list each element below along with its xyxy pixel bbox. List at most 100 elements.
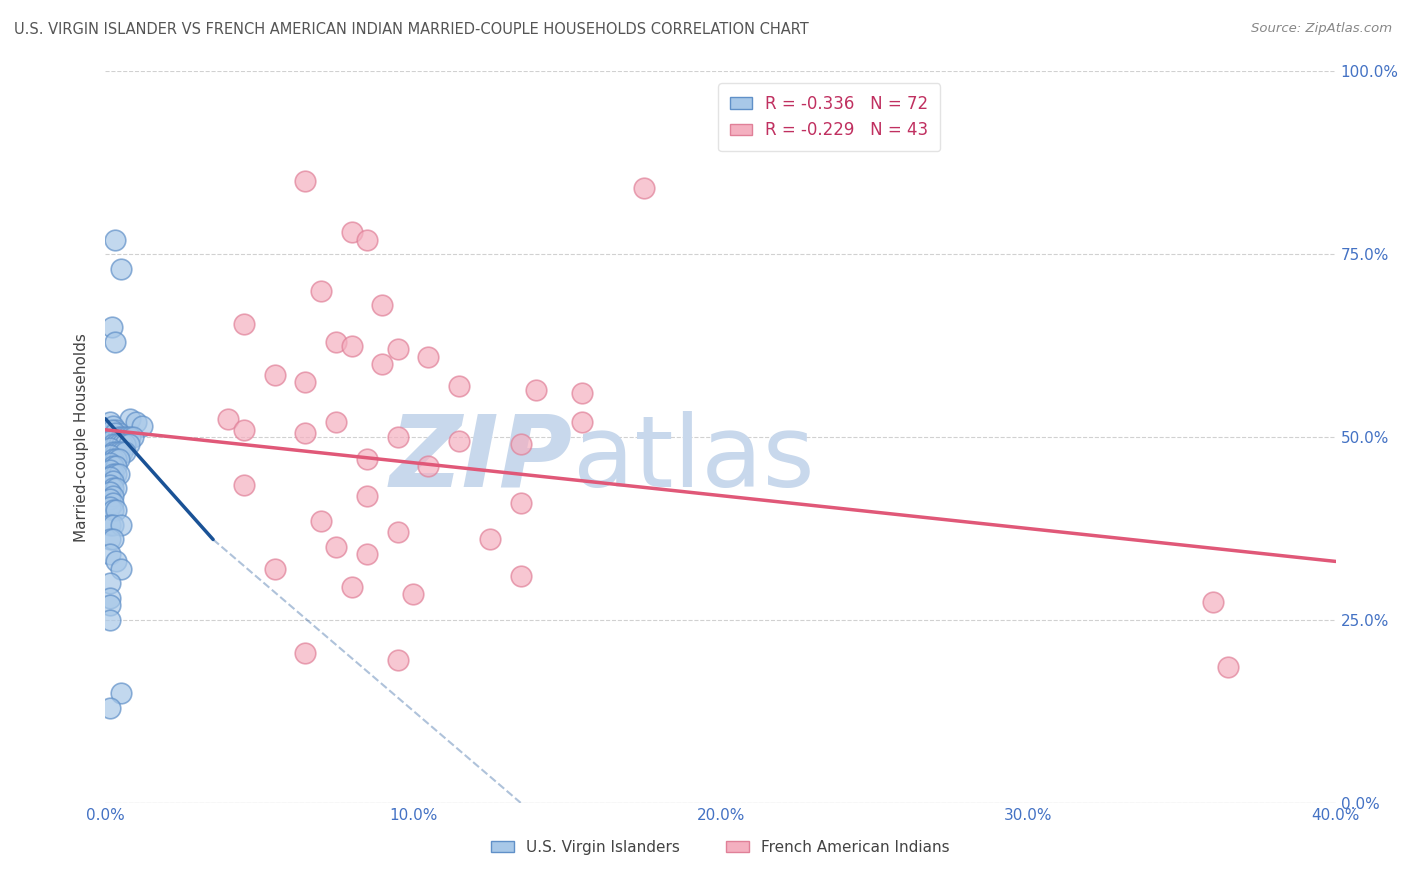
Point [1202, 594, 1225, 608]
Point [101, 452, 124, 467]
Text: Source: ZipAtlas.com: Source: ZipAtlas.com [1251, 22, 1392, 36]
Point [108, 452, 131, 467]
Point [108, 437, 131, 451]
Point [110, 430, 132, 444]
Point [101, 517, 124, 532]
Point [98, 576, 121, 591]
Point [101, 496, 124, 510]
Point [449, 379, 471, 393]
Point [105, 467, 128, 481]
Point [1216, 660, 1239, 674]
Point [325, 540, 347, 554]
Text: ZIP: ZIP [389, 410, 574, 508]
Point [325, 334, 347, 349]
Point [131, 419, 153, 434]
Point [110, 686, 132, 700]
Point [524, 383, 547, 397]
Point [114, 437, 136, 451]
Point [101, 533, 124, 547]
Point [110, 562, 132, 576]
Point [98, 463, 121, 477]
Point [111, 444, 134, 458]
Point [387, 653, 409, 667]
Point [325, 416, 347, 430]
Point [122, 430, 145, 444]
Point [110, 517, 132, 532]
Point [387, 430, 409, 444]
Point [294, 376, 316, 390]
Point [104, 334, 127, 349]
Point [114, 444, 136, 458]
Point [110, 261, 132, 276]
Point [98, 456, 121, 470]
Point [98, 485, 121, 500]
Point [387, 525, 409, 540]
Point [98, 449, 121, 463]
Point [571, 416, 593, 430]
Point [340, 580, 363, 594]
Point [509, 496, 531, 510]
Point [107, 430, 129, 444]
Point [478, 533, 501, 547]
Legend: U.S. Virgin Islanders, French American Indians: U.S. Virgin Islanders, French American I… [485, 834, 956, 861]
Y-axis label: Married-couple Households: Married-couple Households [75, 333, 90, 541]
Point [387, 343, 409, 357]
Point [98, 591, 121, 605]
Point [101, 444, 124, 458]
Point [356, 489, 378, 503]
Point [294, 174, 316, 188]
Point [98, 700, 121, 714]
Point [101, 481, 124, 495]
Point [340, 225, 363, 239]
Point [356, 547, 378, 561]
Point [98, 500, 121, 514]
Point [120, 412, 141, 426]
Point [101, 437, 124, 451]
Point [101, 474, 124, 488]
Point [112, 430, 135, 444]
Point [418, 350, 440, 364]
Point [418, 459, 440, 474]
Point [105, 444, 128, 458]
Point [98, 517, 121, 532]
Point [105, 503, 128, 517]
Point [356, 452, 378, 467]
Point [449, 434, 471, 448]
Point [571, 386, 593, 401]
Point [98, 441, 121, 455]
Point [104, 426, 127, 441]
Point [509, 437, 531, 451]
Point [115, 430, 138, 444]
Point [101, 419, 124, 434]
Point [117, 437, 139, 451]
Point [105, 554, 128, 568]
Point [309, 284, 332, 298]
Point [105, 437, 128, 451]
Point [232, 317, 254, 331]
Point [105, 423, 128, 437]
Point [105, 481, 128, 495]
Point [100, 423, 122, 437]
Point [309, 514, 332, 528]
Point [98, 434, 121, 448]
Point [101, 467, 124, 481]
Point [111, 437, 134, 451]
Point [98, 492, 121, 507]
Point [120, 430, 141, 444]
Point [633, 181, 655, 195]
Point [356, 233, 378, 247]
Point [98, 470, 121, 484]
Point [108, 426, 131, 441]
Point [509, 569, 531, 583]
Point [105, 452, 128, 467]
Point [294, 646, 316, 660]
Point [294, 426, 316, 441]
Point [263, 368, 285, 382]
Point [232, 423, 254, 437]
Point [125, 416, 148, 430]
Point [100, 320, 122, 334]
Text: U.S. VIRGIN ISLANDER VS FRENCH AMERICAN INDIAN MARRIED-COUPLE HOUSEHOLDS CORRELA: U.S. VIRGIN ISLANDER VS FRENCH AMERICAN … [14, 22, 808, 37]
Point [108, 467, 131, 481]
Point [104, 233, 127, 247]
Point [98, 477, 121, 491]
